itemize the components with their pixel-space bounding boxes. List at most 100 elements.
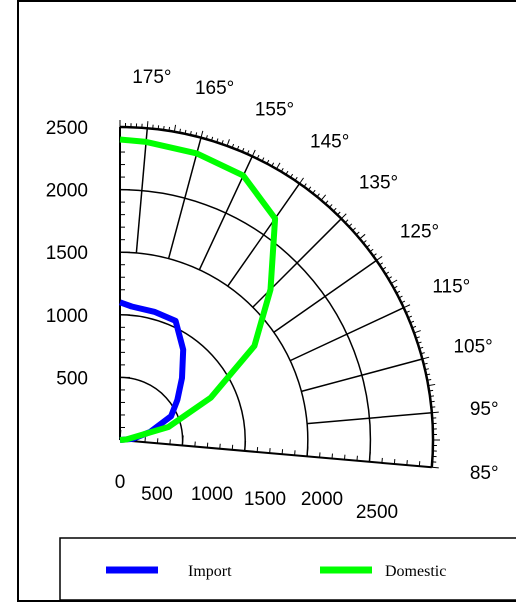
series-layer [118, 136, 279, 443]
grid-ring-2500 [119, 125, 435, 468]
outer-tick-119 [393, 285, 398, 289]
outer-tick-121 [388, 276, 392, 280]
outer-tick-116 [401, 300, 406, 304]
x-axis-label-2500: 2500 [356, 502, 398, 523]
angle-label-145: 145° [310, 132, 349, 153]
outer-tick-122 [385, 271, 390, 275]
polar-grid [119, 120, 440, 469]
outer-tick-150 [276, 162, 281, 170]
outer-tick-126 [372, 253, 377, 257]
outer-tick-148 [285, 170, 289, 175]
outer-tick-171 [168, 126, 171, 131]
outer-tick-106 [420, 352, 425, 355]
grid-spoke-115 [289, 307, 404, 362]
grid-ring-1500 [119, 251, 309, 457]
outer-tick-129 [362, 240, 367, 244]
grid-ring-1000 [119, 314, 246, 451]
outer-tick-104 [423, 362, 428, 365]
outer-tick-117 [398, 295, 403, 299]
outer-tick-118 [396, 290, 401, 294]
outer-tick-161 [221, 140, 224, 145]
outer-tick-168 [184, 129, 187, 134]
chart-frame [17, 0, 516, 602]
outer-tick-98 [429, 395, 434, 397]
outer-tick-132 [352, 227, 356, 231]
x-axis-tick-2000 [368, 451, 371, 462]
angle-label-135: 135° [359, 172, 398, 193]
outer-tick-169 [179, 128, 181, 133]
angle-label-155: 155° [255, 100, 294, 121]
outer-tick-140 [320, 194, 327, 201]
outer-tick-123 [382, 266, 387, 270]
outer-tick-101 [427, 379, 432, 381]
outer-tick-152 [266, 159, 270, 164]
outer-tick-128 [366, 244, 371, 248]
outer-tick-158 [236, 145, 240, 150]
r-axis-label-1000: 1000 [46, 306, 88, 327]
r-axis-label-500: 500 [56, 368, 88, 389]
grid-ring-2000 [119, 188, 372, 462]
outer-tick-153 [261, 157, 265, 162]
x-axis-label-1500: 1500 [244, 489, 286, 510]
grid-spoke-105 [301, 358, 423, 393]
outer-tick-151 [271, 162, 275, 167]
outer-tick-137 [333, 207, 337, 212]
outer-tick-112 [410, 320, 415, 324]
outer-tick-154 [256, 154, 260, 159]
outer-tick-163 [211, 136, 214, 141]
outer-tick-141 [316, 193, 320, 198]
outer-tick-108 [417, 341, 422, 344]
grid-spoke-145 [227, 183, 301, 287]
outer-tick-102 [426, 373, 431, 376]
grid-spoke-175 [135, 128, 149, 253]
outer-tick-134 [344, 219, 349, 223]
grid-spoke-165 [167, 137, 202, 259]
angle-label-175: 175° [132, 67, 171, 88]
outer-tick-170 [173, 124, 177, 132]
outer-tick-131 [355, 231, 360, 236]
outer-tick-110 [413, 330, 421, 334]
outer-tick-162 [216, 138, 219, 143]
x-axis-label-1000: 1000 [191, 484, 233, 505]
r-axis-label-1500: 1500 [46, 243, 88, 264]
outer-tick-105 [422, 356, 430, 360]
outer-tick-109 [415, 336, 420, 339]
axis-labels: 500 1000 1500 2000 2500 0 500 1000 1500 2000 2500 1… [46, 67, 499, 523]
outer-tick-144 [303, 183, 307, 188]
outer-tick-107 [419, 346, 424, 349]
angle-label-165: 165° [195, 78, 234, 99]
outer-tick-159 [231, 143, 235, 148]
outer-tick-100 [428, 383, 436, 387]
x-axis-tick-2500 [431, 457, 434, 468]
legend-label-domestic: Domestic [385, 563, 446, 580]
outer-tick-111 [412, 325, 417, 329]
outer-tick-124 [379, 262, 384, 266]
angle-label-105: 105° [453, 336, 492, 357]
outer-tick-149 [280, 168, 284, 172]
outer-tick-127 [369, 248, 374, 253]
outer-tick-166 [195, 132, 198, 137]
outer-tick-85 [431, 466, 439, 469]
x-axis-tick-1000 [244, 440, 247, 451]
outer-tick-114 [405, 310, 410, 314]
outer-tick-146 [294, 176, 298, 181]
outer-tick-95 [431, 411, 439, 414]
outer-tick-99 [429, 389, 434, 392]
outer-tick-143 [307, 186, 312, 191]
outer-tick-167 [189, 131, 192, 136]
outer-tick-115 [403, 304, 411, 309]
x-axis-tick-500 [181, 435, 184, 446]
outer-tick-135 [340, 213, 347, 220]
grid-ring-500 [119, 376, 184, 446]
outer-tick-155 [251, 149, 256, 157]
outer-tick-138 [329, 204, 333, 208]
outer-tick-103 [424, 368, 429, 371]
outer-tick-172 [163, 126, 165, 131]
x-axis-label-0: 0 [115, 472, 126, 493]
outer-tick-156 [246, 150, 250, 155]
legend-label-import: Import [188, 563, 232, 580]
outer-tick-136 [337, 211, 341, 216]
outer-tick-130 [359, 233, 366, 240]
angle-label-125: 125° [400, 221, 439, 242]
